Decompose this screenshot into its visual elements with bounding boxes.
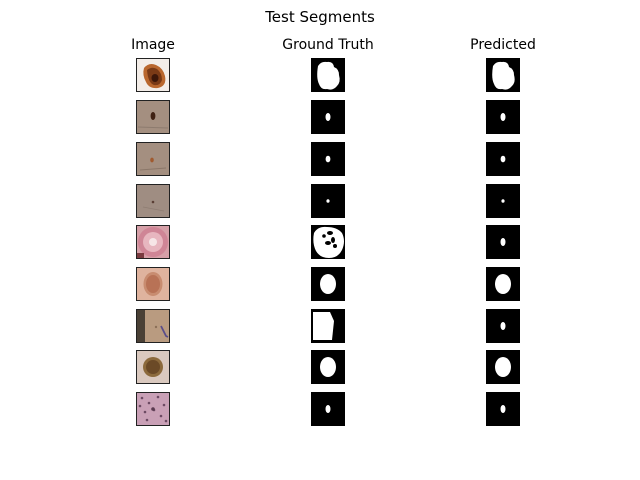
- predicted-mask: [486, 392, 520, 426]
- input-image: [136, 142, 170, 176]
- lesion-speck: [162, 403, 166, 407]
- hair-streak: [139, 167, 167, 171]
- mask-hole: [322, 234, 326, 238]
- lesion-speck: [147, 401, 151, 405]
- figure-title: Test Segments: [264, 8, 375, 26]
- predicted-mask: [486, 350, 520, 384]
- mask-hole: [325, 241, 331, 245]
- column-header-image: Image: [131, 37, 175, 53]
- mask-region: [500, 238, 506, 246]
- mask-region: [313, 312, 334, 340]
- predicted-mask: [486, 225, 520, 259]
- lesion: [150, 112, 156, 120]
- mask-region: [326, 199, 330, 203]
- image-frame: [136, 350, 170, 384]
- input-image: [136, 350, 170, 384]
- lesion: [154, 325, 158, 329]
- lesion: [151, 200, 155, 204]
- predicted-mask: [486, 184, 520, 218]
- image-frame: [136, 267, 170, 301]
- column-header-ground-truth: Ground Truth: [282, 37, 373, 53]
- lesion: [146, 275, 160, 293]
- ground-truth-mask: [311, 225, 345, 259]
- ground-truth-mask: [311, 142, 345, 176]
- mask-region: [495, 357, 511, 377]
- mask-hole: [331, 237, 335, 243]
- lesion-speck: [159, 414, 163, 418]
- mask-region: [492, 61, 515, 90]
- ground-truth-mask: [311, 184, 345, 218]
- ground-truth-mask: [311, 100, 345, 134]
- lesion-speck: [143, 410, 147, 414]
- image-frame: [136, 184, 170, 218]
- lesion-speck: [156, 395, 160, 399]
- image-frame: [136, 142, 170, 176]
- input-image: [136, 267, 170, 301]
- image-frame: [136, 225, 170, 259]
- mask-region: [320, 357, 336, 377]
- hair-streak: [142, 206, 165, 212]
- lesion: [146, 360, 160, 374]
- ground-truth-mask: [311, 392, 345, 426]
- image-frame: [136, 309, 170, 343]
- mask-region: [325, 155, 331, 163]
- image-corner-shadow: [136, 253, 144, 259]
- mask-region: [500, 405, 506, 413]
- mask-region: [500, 322, 506, 330]
- lesion: [151, 407, 155, 411]
- mask-region: [500, 113, 506, 121]
- lesion-speck: [138, 404, 142, 408]
- image-frame: [136, 392, 170, 426]
- lesion-core: [151, 74, 159, 82]
- input-image: [136, 100, 170, 134]
- ground-truth-mask: [311, 309, 345, 343]
- mask-hole: [327, 231, 333, 235]
- mask-hole: [333, 244, 337, 248]
- ink-mark: [160, 325, 169, 338]
- input-image: [136, 309, 170, 343]
- lesion-center: [149, 238, 157, 246]
- predicted-mask: [486, 142, 520, 176]
- predicted-mask: [486, 100, 520, 134]
- input-image: [136, 184, 170, 218]
- column-header-predicted: Predicted: [470, 37, 536, 53]
- mask-region: [313, 226, 344, 258]
- mask-region: [501, 199, 505, 203]
- input-image: [136, 58, 170, 92]
- predicted-mask: [486, 267, 520, 301]
- input-image: [136, 225, 170, 259]
- predicted-mask: [486, 58, 520, 92]
- ground-truth-mask: [311, 267, 345, 301]
- image-border-shadow: [136, 309, 145, 343]
- lesion-speck: [164, 419, 168, 423]
- lesion: [150, 157, 154, 163]
- mask-region: [317, 61, 340, 90]
- ground-truth-mask: [311, 350, 345, 384]
- mask-region: [325, 113, 331, 121]
- mask-region: [495, 274, 511, 294]
- predicted-mask: [486, 309, 520, 343]
- hair-streak: [137, 126, 169, 129]
- mask-region: [325, 405, 331, 413]
- input-image: [136, 392, 170, 426]
- image-frame: [136, 58, 170, 92]
- lesion-speck: [140, 396, 144, 400]
- lesion-speck: [145, 418, 149, 422]
- mask-region: [320, 274, 336, 294]
- image-grid: [136, 58, 520, 426]
- mask-region: [500, 155, 506, 163]
- image-frame: [136, 100, 170, 134]
- ground-truth-mask: [311, 58, 345, 92]
